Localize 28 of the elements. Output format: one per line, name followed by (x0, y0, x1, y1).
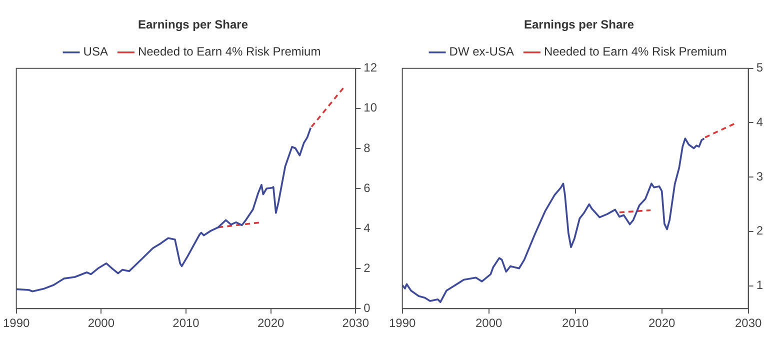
legend-label: Needed to Earn 4% Risk Premium (138, 44, 321, 59)
y-tick-label: 4 (364, 220, 371, 235)
x-tick-label: 2010 (172, 316, 200, 330)
x-tick-label: 2020 (648, 316, 676, 330)
legend-label: Needed to Earn 4% Risk Premium (544, 44, 727, 59)
x-tick-label: 2030 (342, 316, 370, 330)
y-tick-label: 2 (364, 260, 371, 275)
chart-title: Earnings per Share (138, 18, 248, 32)
legend-label: USA (83, 44, 108, 59)
x-tick-label: 2020 (257, 316, 284, 330)
x-tick-label: 2010 (562, 316, 590, 330)
x-tick-label: 2000 (475, 316, 503, 330)
y-tick-label: 4 (756, 115, 764, 130)
y-tick-label: 8 (364, 140, 371, 155)
chart-title: Earnings per Share (524, 18, 634, 32)
y-tick-label: 2 (756, 224, 764, 238)
y-tick-label: 1 (756, 278, 764, 292)
x-tick-label: 1990 (388, 316, 416, 330)
legend-label: DW ex-USA (449, 44, 514, 59)
y-tick-label: 3 (756, 169, 764, 184)
y-tick-label: 6 (364, 180, 371, 195)
y-tick-label: 10 (364, 100, 378, 115)
x-tick-label: 2000 (88, 316, 115, 330)
y-tick-label: 0 (364, 300, 371, 315)
y-tick-label: 5 (756, 60, 764, 75)
x-tick-label: 1990 (2, 316, 30, 330)
x-tick-label: 2030 (734, 316, 762, 330)
y-tick-label: 12 (364, 60, 378, 75)
